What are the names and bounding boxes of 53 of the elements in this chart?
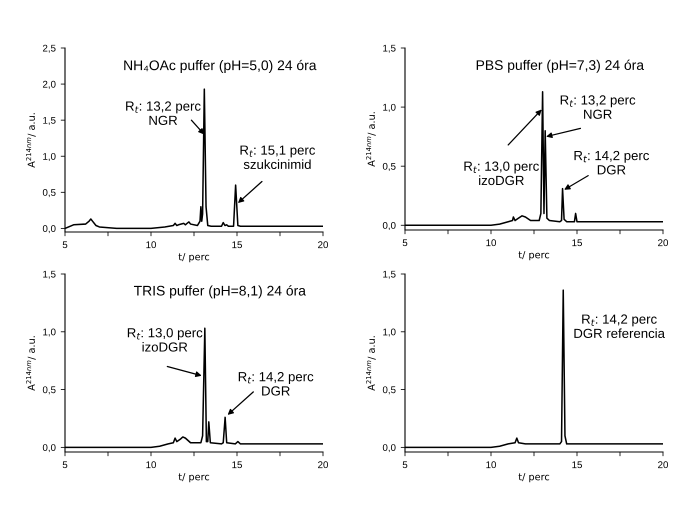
y-tick-label: 0,5 bbox=[42, 386, 56, 394]
y-tick-label: 1,5 bbox=[383, 44, 396, 53]
x-tick-label: 20 bbox=[318, 461, 328, 468]
x-tick-label: 10 bbox=[486, 239, 496, 246]
y-tick-label: 2,0 bbox=[42, 80, 56, 89]
x-axis-title: t/ perc bbox=[178, 253, 210, 262]
x-tick-label: 5 bbox=[62, 461, 68, 468]
x-tick-label: 5 bbox=[62, 241, 68, 248]
x-tick-label: 15 bbox=[572, 239, 582, 246]
y-tick-label: 0,5 bbox=[42, 189, 56, 198]
annotation: R$_{t}$: 15,1 perc szukcinimid bbox=[240, 146, 316, 170]
y-tick-label: 0,0 bbox=[42, 225, 56, 234]
y-tick-label: 1,5 bbox=[383, 270, 396, 279]
x-tick-label: 15 bbox=[232, 461, 242, 468]
annotation: R$_{t}$: 14,2 perc DGR bbox=[574, 150, 650, 174]
y-tick-label: 1,5 bbox=[43, 116, 56, 125]
y-tick-label: 0,0 bbox=[42, 444, 56, 452]
annotation: R$_{t}$: 13,2 perc NGR bbox=[126, 101, 201, 126]
annotation: R$_{t}$: 14,2 perc DGR referencia bbox=[574, 314, 665, 338]
x-tick-label: 5 bbox=[402, 239, 408, 246]
x-axis-title: t/ perc bbox=[178, 473, 210, 482]
y-tick-label: 0,0 bbox=[382, 444, 396, 452]
annotation: R$_{t}$: 13,0 perc izoDGR bbox=[128, 328, 202, 352]
y-tick-label: 1,0 bbox=[383, 104, 396, 112]
x-axis-title: t/ perc bbox=[518, 473, 550, 482]
x-axis-title: t/ perc bbox=[518, 251, 550, 260]
x-tick-label: 15 bbox=[572, 461, 582, 468]
y-axis-title: A$^{214nm}$/ a.u. bbox=[366, 112, 376, 167]
y-tick-label: 0,5 bbox=[382, 386, 396, 394]
y-axis-title: A$^{214nm}$/ a.u. bbox=[26, 336, 36, 391]
x-tick-label: 10 bbox=[146, 461, 156, 468]
annotation: R$_{t}$: 14,2 perc DGR bbox=[238, 372, 314, 396]
x-tick-label: 5 bbox=[402, 461, 408, 468]
x-tick-label: 10 bbox=[486, 461, 496, 468]
x-tick-label: 20 bbox=[318, 241, 328, 248]
y-tick-label: 1,0 bbox=[383, 328, 396, 337]
annotation: R$_{t}$: 13,0 perc izoDGR bbox=[464, 161, 539, 186]
text: TRIS puffer (pH=8,1) 24 óra bbox=[134, 285, 306, 298]
y-tick-label: 1,5 bbox=[43, 270, 56, 279]
text: PBS puffer (pH=7,3) 24 óra bbox=[476, 60, 644, 73]
y-tick-label: 2,5 bbox=[42, 44, 56, 53]
y-tick-label: 0,0 bbox=[382, 222, 396, 230]
text: NH₄OAc puffer (pH=5,0) 24 óra bbox=[124, 60, 316, 73]
x-tick-label: 10 bbox=[146, 241, 156, 248]
x-tick-label: 20 bbox=[658, 461, 668, 468]
y-axis-title: A$^{214nm}$/ a.u. bbox=[26, 113, 36, 168]
x-tick-label: 20 bbox=[658, 239, 668, 246]
y-tick-label: 0,5 bbox=[382, 162, 396, 171]
x-tick-label: 15 bbox=[232, 241, 242, 248]
annotation: R$_{t}$: 13,2 perc NGR bbox=[560, 95, 636, 119]
y-tick-label: 1,0 bbox=[43, 152, 56, 161]
y-axis-title: A$^{214nm}$/ a.u. bbox=[366, 336, 376, 391]
y-tick-label: 1,0 bbox=[43, 328, 56, 337]
